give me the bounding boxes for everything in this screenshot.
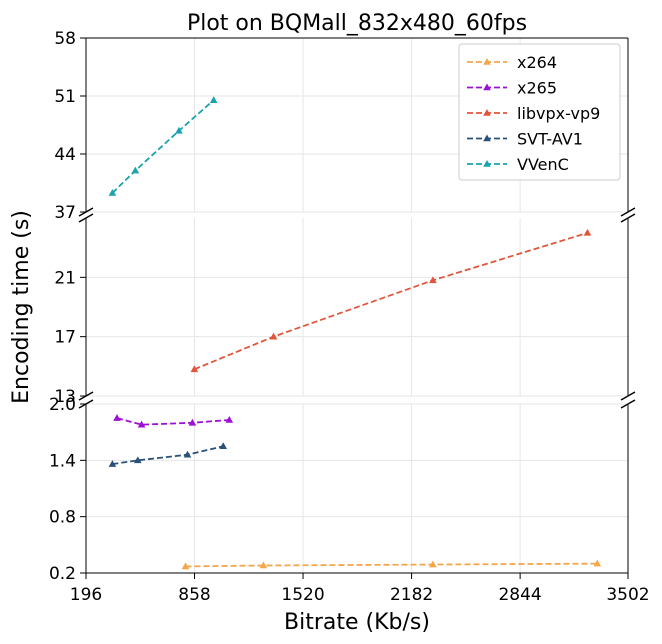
y-tick-label: 0.8 <box>49 508 76 528</box>
axes <box>78 37 636 574</box>
data-point-svt-av1 <box>183 450 192 458</box>
y-tick-label: 2.0 <box>49 395 76 415</box>
axis-break-mark <box>620 391 636 401</box>
series-svt-av1 <box>108 442 228 467</box>
chart-title: Plot on BQMall_832x480_60fps <box>187 11 527 36</box>
series-lines <box>108 96 602 570</box>
y-tick-label: 37 <box>54 203 76 223</box>
x-tick-label: 1520 <box>281 585 324 605</box>
y-tick-label: 0.2 <box>49 564 76 584</box>
x-axis-label: Bitrate (Kb/s) <box>284 610 430 635</box>
data-point-libvpx-vp9 <box>429 276 437 284</box>
legend-swatch-marker <box>483 109 491 116</box>
series-x264 <box>181 559 602 570</box>
x-tick-label: 2844 <box>498 585 541 605</box>
data-point-x264 <box>259 561 268 569</box>
y-tick-label: 21 <box>54 268 76 288</box>
legend-swatch-marker <box>483 58 491 65</box>
axis-break-mark <box>620 213 636 223</box>
data-point-vvenc <box>108 188 117 196</box>
legend-item-x265: x265 <box>467 79 557 98</box>
series-line-svt-av1 <box>112 445 224 465</box>
data-point-vvenc <box>175 126 183 134</box>
legend-label: SVT-AV1 <box>517 130 583 149</box>
series-line-x265 <box>116 417 230 426</box>
legend-label: x265 <box>517 79 557 98</box>
legend-label: libvpx-vp9 <box>517 104 600 123</box>
y-tick-label: 58 <box>54 29 76 49</box>
legend-item-svt-av1: SVT-AV1 <box>467 130 583 149</box>
data-point-x265 <box>188 418 197 426</box>
axis-break-mark <box>78 213 94 223</box>
y-tick-label: 13 <box>54 387 76 407</box>
y-tick-label: 1.4 <box>49 451 76 471</box>
series-libvpx-vp9 <box>190 228 592 373</box>
data-point-x264 <box>181 562 190 570</box>
data-point-libvpx-vp9 <box>583 228 592 236</box>
data-point-x265 <box>137 420 146 428</box>
data-point-vvenc <box>131 166 140 174</box>
x-tick-label: 858 <box>178 585 210 605</box>
data-point-svt-av1 <box>134 456 142 464</box>
series-vvenc <box>108 96 218 196</box>
data-point-libvpx-vp9 <box>190 365 199 373</box>
x-axis-ticks: 196 858 1520 2182 2844 3502 <box>70 573 650 605</box>
series-line-x264 <box>185 562 598 568</box>
series-x265 <box>113 414 234 428</box>
data-point-x264 <box>593 559 602 567</box>
data-point-x265 <box>113 414 121 421</box>
y-tick-label: 44 <box>54 145 76 165</box>
y-axis-ticks: 37 44 51 58 13 17 21 0.2 0.8 1.4 2.0 <box>49 29 86 584</box>
data-point-x264 <box>429 560 437 568</box>
legend-item-libvpx-vp9: libvpx-vp9 <box>467 104 600 123</box>
x-tick-label: 2182 <box>390 585 433 605</box>
axis-break-mark <box>620 207 636 217</box>
legend-box <box>458 43 621 181</box>
legend-item-x264: x264 <box>467 53 557 72</box>
data-point-libvpx-vp9 <box>269 332 278 340</box>
legend-swatch-marker <box>483 83 491 91</box>
legend-item-vvenc: VVenC <box>467 155 569 174</box>
series-line-vvenc <box>111 99 215 194</box>
legend-label: VVenC <box>517 155 569 174</box>
x-tick-label: 3502 <box>606 585 649 605</box>
legend: x264 x265 libvpx-vp9 SVT-AV1 VVenC <box>458 43 621 181</box>
data-point-svt-av1 <box>219 442 228 450</box>
legend-swatch-marker <box>483 134 491 142</box>
data-point-vvenc <box>209 96 218 103</box>
y-tick-label: 17 <box>54 328 76 348</box>
legend-label: x264 <box>517 53 557 72</box>
y-axis-label: Encoding time (s) <box>9 210 34 404</box>
x-tick-label: 196 <box>70 585 102 605</box>
data-point-svt-av1 <box>108 460 117 467</box>
data-point-x265 <box>225 415 234 423</box>
axis-break-mark <box>620 399 636 409</box>
y-tick-label: 51 <box>54 87 76 107</box>
legend-swatch-marker <box>483 160 491 167</box>
series-line-libvpx-vp9 <box>194 231 588 371</box>
